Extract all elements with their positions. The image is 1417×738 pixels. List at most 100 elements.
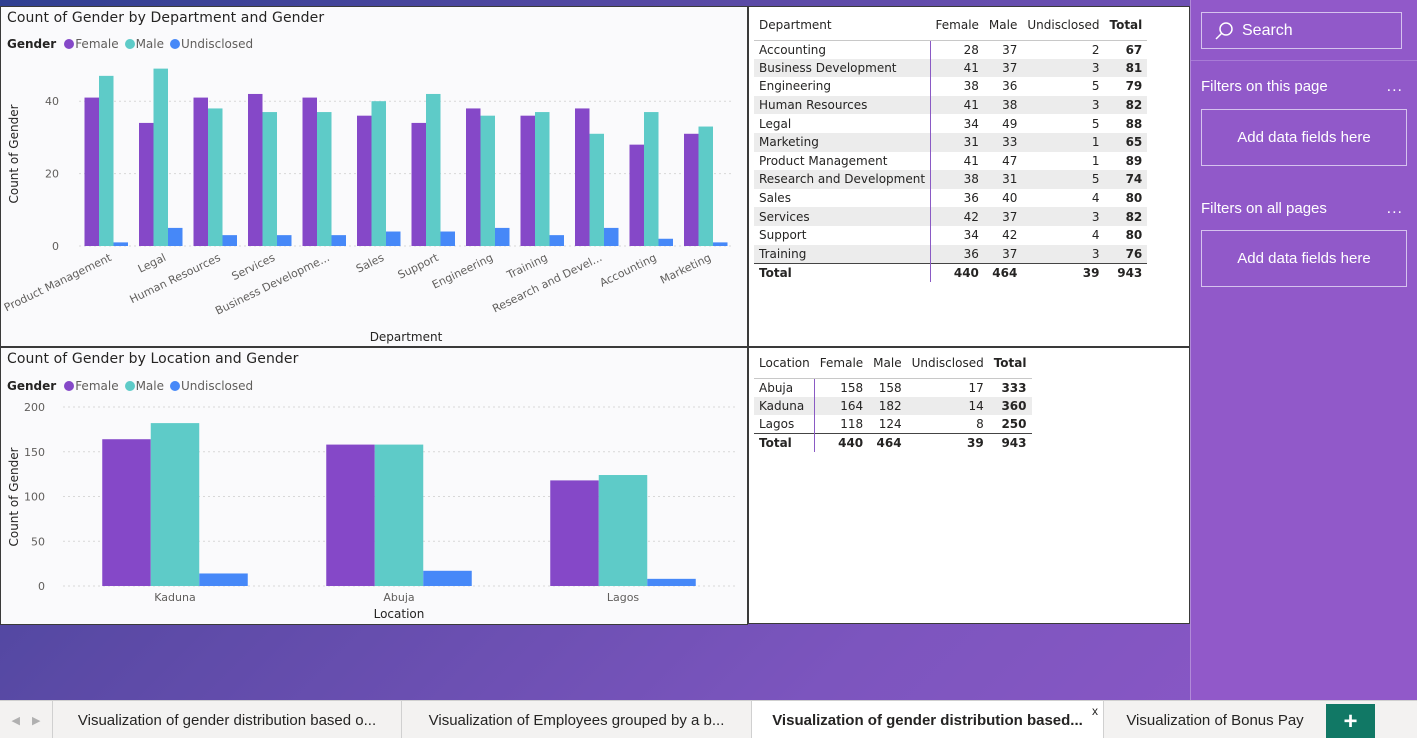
bar-male[interactable] (426, 93, 441, 247)
column-header[interactable]: Undisclosed (906, 348, 989, 379)
department-chart-panel[interactable]: Count of Gender by Department and Gender… (0, 6, 748, 347)
location-matrix[interactable]: Location Female Male Undisclosed Total Abuja 1… (754, 348, 1032, 453)
column-header[interactable]: Location (754, 348, 815, 379)
page-tab[interactable]: Visualization of gender distribution bas… (52, 701, 401, 738)
bar-undisclosed[interactable] (222, 235, 238, 246)
location-table-panel[interactable]: Location Female Male Undisclosed Total Abuja 1… (748, 347, 1190, 624)
bar-female[interactable] (302, 97, 318, 246)
table-row[interactable]: Training 36 37 3 76 (754, 244, 1148, 264)
bar-undisclosed[interactable] (604, 227, 619, 246)
bar-female[interactable] (629, 144, 645, 246)
table-row[interactable]: Kaduna 164 182 14 360 (754, 396, 1032, 416)
bar-undisclosed[interactable] (647, 578, 696, 586)
page-tab[interactable]: Visualization of Employees grouped by a … (401, 701, 751, 738)
table-row[interactable]: Marketing 31 33 1 65 (754, 132, 1148, 152)
column-header[interactable]: Undisclosed (1022, 10, 1105, 41)
legend-item-undisclosed[interactable]: Undisclosed (168, 379, 253, 393)
bar-female[interactable] (411, 122, 427, 246)
bar-female[interactable] (550, 480, 599, 586)
bar-female[interactable] (520, 115, 536, 247)
bar-male[interactable] (153, 68, 169, 246)
department-matrix[interactable]: Department Female Male Undisclosed Total Acco… (754, 10, 1148, 282)
bar-male[interactable] (480, 115, 496, 247)
bar-female[interactable] (139, 122, 154, 246)
department-table-panel[interactable]: Department Female Male Undisclosed Total Acco… (748, 6, 1190, 347)
bar-male[interactable] (208, 108, 223, 246)
bar-male[interactable] (317, 112, 332, 246)
table-row[interactable]: Sales 36 40 4 80 (754, 188, 1147, 208)
bar-male[interactable] (371, 101, 387, 246)
table-row[interactable]: Legal 34 49 5 88 (754, 114, 1147, 133)
x-tick-label: Product Management (2, 251, 114, 315)
bar-male[interactable] (535, 112, 550, 246)
x-axis-label: Department (370, 330, 443, 344)
bar-male[interactable] (262, 112, 278, 246)
page-tab-active[interactable]: Visualization of gender distribution bas… (751, 701, 1103, 738)
bar-undisclosed[interactable] (168, 227, 183, 246)
table-row[interactable]: Services 42 37 3 82 (754, 207, 1148, 226)
column-header[interactable]: Male (983, 10, 1023, 41)
table-row[interactable]: Support 34 42 4 80 (754, 225, 1147, 245)
table-row[interactable]: Product Management 41 47 1 89 (754, 151, 1147, 171)
bar-female[interactable] (357, 115, 372, 247)
add-page-button[interactable]: + (1326, 704, 1375, 738)
bar-undisclosed[interactable] (713, 242, 728, 246)
column-header[interactable]: Female (930, 10, 984, 41)
table-row[interactable]: Research and Development 38 31 5 74 (754, 170, 1148, 189)
bar-female[interactable] (193, 97, 209, 246)
bar-male[interactable] (698, 126, 714, 246)
chevron-left-icon[interactable]: ◀ (11, 714, 20, 727)
column-header[interactable]: Total (988, 348, 1032, 379)
column-header[interactable]: Total (1104, 10, 1148, 41)
bar-male[interactable] (644, 112, 659, 246)
bar-male[interactable] (589, 133, 605, 246)
page-tab[interactable]: Visualization of Bonus Pay (1103, 701, 1326, 738)
bar-undisclosed[interactable] (495, 227, 510, 246)
bar-undisclosed[interactable] (423, 570, 472, 586)
all-pages-filter-drop-zone[interactable]: Add data fields here (1201, 230, 1407, 287)
bar-undisclosed[interactable] (658, 238, 674, 246)
table-row[interactable]: Lagos 118 124 8 250 (754, 415, 1032, 434)
chevron-right-icon[interactable]: ▶ (32, 714, 41, 727)
location-bar-chart[interactable]: 0 50 100 150 200 Kaduna Abuja Lagos Count of Ge… (1, 348, 747, 624)
column-header[interactable]: Female (814, 348, 869, 379)
bar-male[interactable] (598, 475, 648, 586)
bar-undisclosed[interactable] (331, 235, 347, 246)
bar-undisclosed[interactable] (549, 235, 565, 246)
bar-male[interactable] (150, 423, 200, 586)
column-header[interactable]: Department (754, 10, 931, 41)
legend-item-undisclosed[interactable]: Undisclosed (168, 37, 253, 51)
table-row[interactable]: Human Resources 41 38 3 82 (754, 95, 1148, 115)
column-header[interactable]: Male (868, 348, 907, 379)
close-icon[interactable]: x (1092, 704, 1098, 718)
legend-item-female[interactable]: Female (62, 37, 119, 51)
legend-item-male[interactable]: Male (123, 37, 164, 51)
filter-search-box[interactable]: Search (1201, 12, 1402, 49)
table-row[interactable]: Accounting 28 37 2 67 (754, 40, 1147, 59)
legend-item-female[interactable]: Female (62, 379, 119, 393)
bar-male[interactable] (374, 444, 424, 586)
table-row[interactable]: Engineering 38 36 5 79 (754, 77, 1147, 96)
bar-female[interactable] (326, 444, 375, 586)
location-chart-panel[interactable]: Count of Gender by Location and Gender G… (0, 347, 748, 625)
page-filter-drop-zone[interactable]: Add data fields here (1201, 109, 1407, 166)
bar-undisclosed[interactable] (277, 235, 292, 246)
more-options-button[interactable]: ... (1386, 78, 1403, 95)
bar-female[interactable] (84, 97, 100, 246)
bar-female[interactable] (466, 108, 481, 246)
bar-undisclosed[interactable] (440, 231, 456, 246)
bar-female[interactable] (102, 439, 151, 586)
bar-undisclosed[interactable] (199, 573, 248, 586)
bar-undisclosed[interactable] (113, 242, 129, 246)
more-options-button[interactable]: ... (1386, 200, 1403, 217)
bar-female[interactable] (248, 93, 263, 247)
bar-female[interactable] (684, 133, 699, 246)
legend-dot-male (124, 39, 135, 49)
table-row[interactable]: Business Development 41 37 3 81 (754, 58, 1148, 78)
bar-undisclosed[interactable] (386, 231, 401, 246)
table-row[interactable]: Abuja 158 158 17 333 (754, 378, 1032, 397)
bar-male[interactable] (99, 75, 114, 246)
legend-item-male[interactable]: Male (123, 379, 164, 393)
bar-female[interactable] (575, 108, 590, 246)
